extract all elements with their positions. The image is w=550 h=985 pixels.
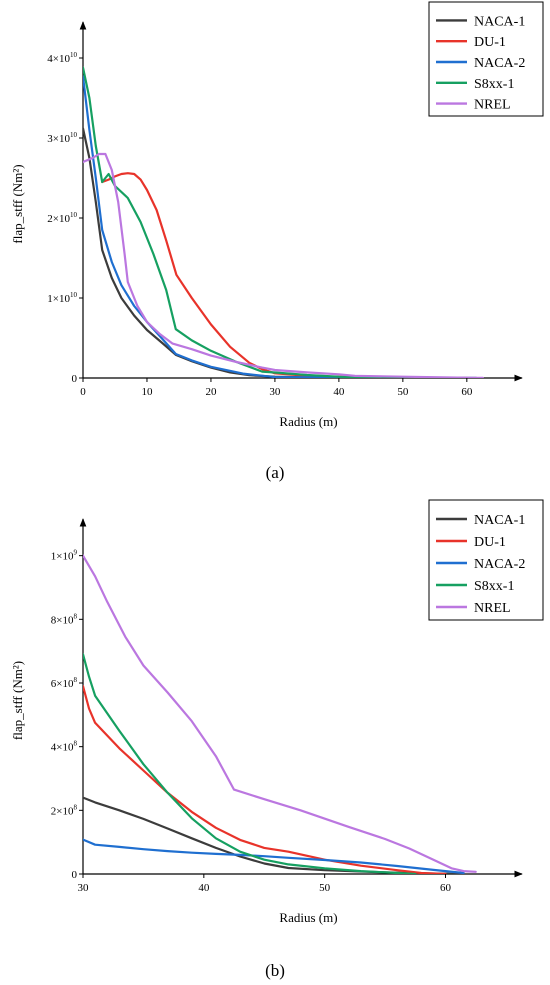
legend: NACA-1 DU-1 NACA-2 S8xx-1 NREL	[428, 499, 544, 621]
legend-label-naca-1: NACA-1	[474, 14, 525, 29]
y-axis-title: flap_stff (Nm²)	[10, 661, 25, 740]
series-line-s8xx-1	[83, 653, 417, 874]
series-line-naca-2	[83, 838, 465, 874]
chart-panel-a: 0 10 20 30 40 50 60 0 1×1010 2×1010 3×1010 4×1010 Ra…	[10, 1, 544, 429]
x-tick-label: 30	[78, 882, 90, 894]
y-tick-label: 1×1010	[47, 291, 77, 305]
y-axis-title: flap_stff (Nm²)	[10, 164, 25, 243]
series-line-du-1	[101, 172, 468, 378]
series-line-naca-1	[83, 127, 478, 378]
y-tick-label: 8×108	[51, 612, 78, 626]
legend-label-s8xx-1: S8xx-1	[474, 579, 514, 594]
legend-label-naca-2: NACA-2	[474, 557, 525, 572]
y-tick-label: 1×109	[51, 549, 78, 563]
x-tick-label: 10	[141, 386, 153, 398]
legend-label-nrel: NREL	[474, 98, 511, 113]
x-tick-label: 60	[461, 386, 473, 398]
chart-panel-b: 30 40 50 60 0 2×108 4×108 6×108 8×108 1×109 Radius…	[10, 499, 544, 925]
series-line-nrel	[83, 152, 484, 378]
x-tick-label: 50	[319, 882, 331, 894]
y-tick-label: 2×108	[51, 803, 78, 817]
caption-a: (a)	[266, 463, 285, 482]
y-tick-label: 6×108	[51, 676, 78, 690]
x-tick-label: 0	[80, 386, 86, 398]
caption-b: (b)	[265, 961, 285, 980]
legend-label-du-1: DU-1	[474, 35, 506, 50]
x-tick-label: 60	[440, 882, 452, 894]
x-tick-label: 40	[198, 882, 210, 894]
y-tick-label: 0	[72, 869, 78, 881]
x-axis-title: Radius (m)	[279, 414, 337, 429]
x-tick-label: 20	[205, 386, 217, 398]
series-line-naca-2	[83, 75, 478, 378]
x-tick-label: 30	[269, 386, 281, 398]
series-line-du-1	[83, 685, 447, 874]
x-axis-title: Radius (m)	[279, 910, 337, 925]
legend-label-s8xx-1: S8xx-1	[474, 77, 514, 92]
y-tick-label: 2×1010	[47, 211, 77, 225]
legend-label-du-1: DU-1	[474, 535, 506, 550]
legend-label-nrel: NREL	[474, 601, 511, 616]
legend-label-naca-2: NACA-2	[474, 56, 525, 71]
series-line-nrel	[83, 554, 477, 873]
y-tick-label: 4×1010	[47, 51, 77, 65]
x-tick-label: 40	[333, 386, 345, 398]
legend: NACA-1 DU-1 NACA-2 S8xx-1 NREL	[428, 1, 544, 117]
y-tick-label: 4×108	[51, 740, 78, 754]
y-tick-label: 3×1010	[47, 131, 77, 145]
y-tick-label: 0	[72, 373, 78, 385]
series-line-s8xx-1	[83, 66, 449, 378]
x-tick-label: 50	[397, 386, 409, 398]
legend-label-naca-1: NACA-1	[474, 513, 525, 528]
